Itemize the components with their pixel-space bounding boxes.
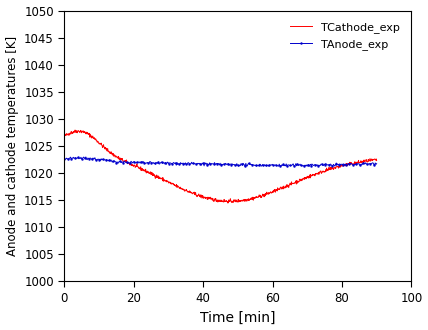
TCathode_exp (374, 159, 379, 163)
TCathode_exp (196, 193, 201, 197)
TAnode_exp (289, 163, 294, 167)
TCathode_exp (297, 177, 303, 181)
X-axis label: Time [min]: Time [min] (200, 311, 276, 324)
TCathode_exp (143, 169, 149, 173)
Legend: TCathode_exp, TAnode_exp: TCathode_exp, TAnode_exp (285, 16, 406, 56)
TAnode_exp (97, 157, 102, 161)
TAnode_exp (243, 165, 248, 169)
TCathode_exp (285, 184, 290, 188)
Y-axis label: Anode and cathode temperatures [K]: Anode and cathode temperatures [K] (6, 36, 18, 256)
TAnode_exp (371, 161, 376, 165)
TAnode_exp (83, 155, 89, 159)
TCathode_exp (72, 128, 77, 132)
TAnode_exp (362, 162, 367, 166)
TCathode_exp (332, 166, 337, 170)
TAnode_exp (238, 162, 244, 166)
TAnode_exp (62, 157, 67, 161)
TAnode_exp (374, 162, 379, 166)
TAnode_exp (115, 160, 120, 164)
TCathode_exp (226, 201, 231, 205)
TCathode_exp (96, 141, 101, 145)
Line: TCathode_exp: TCathode_exp (64, 130, 377, 203)
TCathode_exp (62, 134, 67, 138)
Line: TAnode_exp: TAnode_exp (63, 156, 377, 168)
